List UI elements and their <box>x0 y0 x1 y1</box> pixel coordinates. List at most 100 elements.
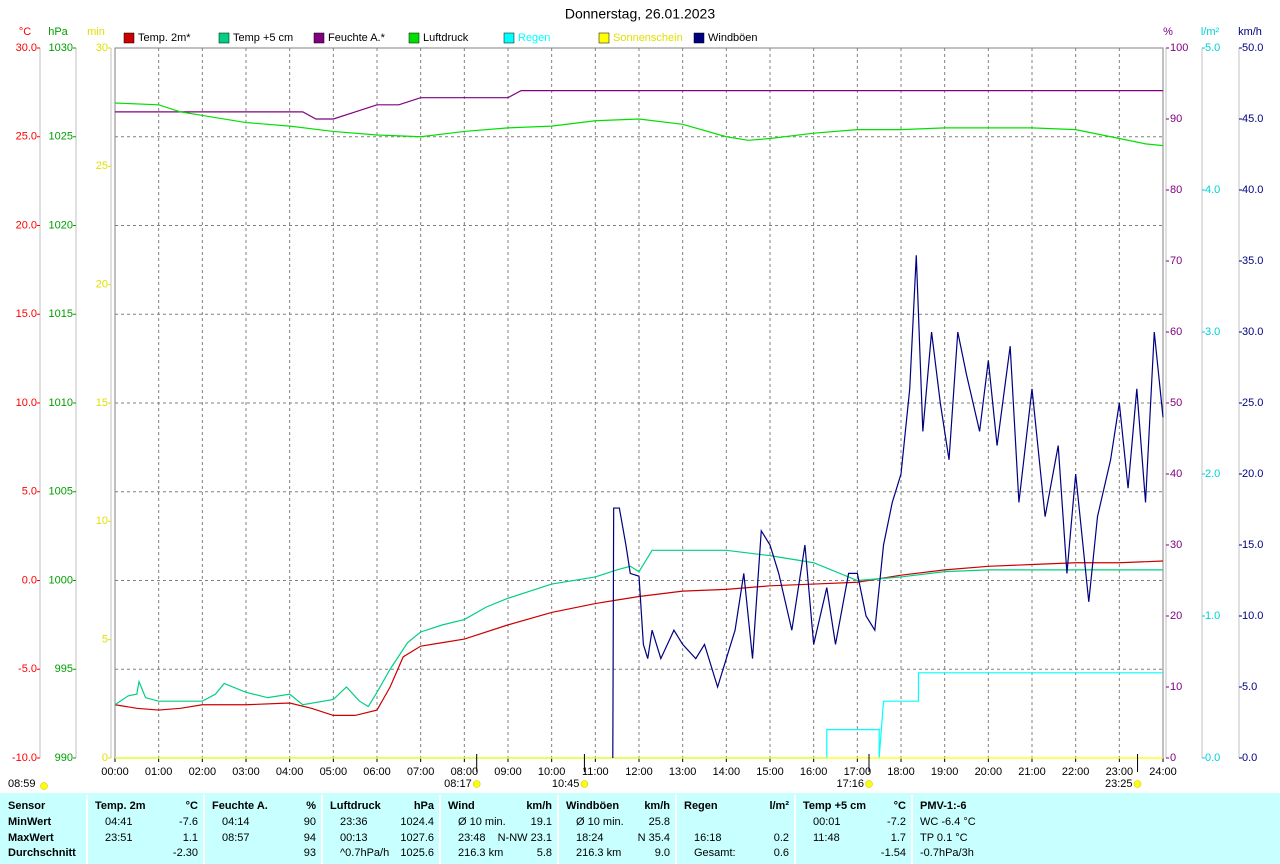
legend-swatch <box>123 32 135 44</box>
cell-text: 23:36 <box>340 816 368 828</box>
x-tick-label: 09:00 <box>494 766 522 778</box>
series-line <box>612 255 1164 759</box>
y-tick-label: 90 <box>1170 113 1182 125</box>
cell-value: 1025.6 <box>400 847 434 859</box>
legend-swatch <box>218 32 230 44</box>
y-tick-label: 0.0 <box>1205 752 1220 764</box>
x-tick-label: 15:00 <box>756 766 784 778</box>
cell-text: 216.3 km <box>458 847 503 859</box>
legend-label: Luftdruck <box>423 32 469 44</box>
cell-value: N-NW 23.1 <box>498 832 552 844</box>
x-tick-label: 18:00 <box>887 766 915 778</box>
cell-value: 0.2 <box>774 832 789 844</box>
plot: 00:00 01:00 02:00 03:00 04:00 05:00 06:00 07:00… <box>8 26 1263 790</box>
x-tick-label: 16:00 <box>800 766 828 778</box>
legend-swatch <box>693 32 705 44</box>
cell-text: 16:18 <box>694 832 722 844</box>
y-axis-label: % <box>1163 26 1173 38</box>
cell-value: -7.6 <box>179 816 198 828</box>
y-tick-label: 20 <box>1170 610 1182 622</box>
column-header: Wind <box>448 800 475 812</box>
y-tick-label: 10.0 <box>1242 610 1263 622</box>
x-tick-label: 20:00 <box>975 766 1003 778</box>
x-tick-label: 05:00 <box>320 766 348 778</box>
cell-text: 04:14 <box>222 816 250 828</box>
x-tick-label: 07:00 <box>407 766 435 778</box>
column-header: Temp +5 cm <box>803 800 866 812</box>
cell-value: -2.30 <box>173 847 198 859</box>
cell-text: Ø 10 min. <box>458 816 506 828</box>
column-header: Windböen <box>566 800 619 812</box>
summary-table-bg <box>0 793 1280 864</box>
column-header: Sensor <box>8 800 46 812</box>
x-tick-label: 23:00 <box>1106 766 1134 778</box>
x-tick-label: 02:00 <box>189 766 217 778</box>
y-tick-label: 1010 <box>49 397 73 409</box>
cell-value: 93 <box>304 847 316 859</box>
x-tick-label: 22:00 <box>1062 766 1090 778</box>
x-tick-label: 13:00 <box>669 766 697 778</box>
y-tick-label: 30 <box>96 42 108 54</box>
y-tick-label: 15.0 <box>16 308 37 320</box>
legend-label: Temp. 2m* <box>138 32 191 44</box>
cell-value: 94 <box>304 832 316 844</box>
y-tick-label: 30 <box>1170 539 1182 551</box>
cell-text: -0.7hPa/3h <box>920 847 974 859</box>
annotation-sun <box>472 780 481 788</box>
cell-text: 18:24 <box>576 832 604 844</box>
y-axis-label: °C <box>19 26 31 38</box>
y-tick-label: 990 <box>55 752 73 764</box>
x-tick-label: 10:00 <box>538 766 566 778</box>
x-tick-label: 24:00 <box>1149 766 1177 778</box>
y-tick-label: 100 <box>1170 42 1188 54</box>
y-tick-label: 5.0 <box>22 486 37 498</box>
x-tick-label: 12:00 <box>625 766 653 778</box>
chart-title: Donnerstag, 26.01.2023 <box>565 6 715 22</box>
y-tick-label: 0 <box>102 752 108 764</box>
y-tick-label: 25 <box>96 160 108 172</box>
x-tick-label: 08:00 <box>451 766 479 778</box>
y-tick-label: 20 <box>96 279 108 291</box>
x-tick-label: 14:00 <box>713 766 741 778</box>
cell-value: 1.7 <box>891 832 906 844</box>
cell-text: TP 0.1 °C <box>920 832 968 844</box>
y-axis-label: km/h <box>1238 26 1262 38</box>
y-axis-label: min <box>87 26 105 38</box>
legend-label: Feuchte A.* <box>328 32 386 44</box>
y-tick-label: 4.0 <box>1205 184 1220 196</box>
y-tick-label: -10.0 <box>12 752 37 764</box>
y-axis-label: l/m² <box>1201 26 1220 38</box>
legend-swatch <box>598 32 610 44</box>
y-tick-label: 0 <box>1170 752 1176 764</box>
x-tick-label: 01:00 <box>145 766 173 778</box>
cell-text: Gesamt: <box>694 847 736 859</box>
annotation-label: 17:16 <box>836 778 864 790</box>
annotation-sun <box>580 780 589 788</box>
annotation-label: 23:25 <box>1105 778 1133 790</box>
x-tick-label: 06:00 <box>363 766 391 778</box>
x-tick-label: 04:00 <box>276 766 304 778</box>
cell-value: 5.8 <box>537 847 552 859</box>
legend-label: Windböen <box>708 32 758 44</box>
cell-text: 23:48 <box>458 832 486 844</box>
cell-value: 0.6 <box>774 847 789 859</box>
legend-swatch <box>313 32 325 44</box>
cell-text: 00:01 <box>813 816 841 828</box>
column-header: Temp. 2m <box>95 800 146 812</box>
y-tick-label: 2.0 <box>1205 468 1220 480</box>
cell-value: 1027.6 <box>400 832 434 844</box>
cell-value: -1.54 <box>881 847 906 859</box>
y-tick-label: 5 <box>102 634 108 646</box>
y-tick-label: 30.0 <box>1242 326 1263 338</box>
column-unit: km/h <box>644 800 670 812</box>
y-tick-label: 25.0 <box>1242 397 1263 409</box>
legend-label: Regen <box>518 32 550 44</box>
cell-text: 11:48 <box>813 832 840 844</box>
annotation-sun <box>865 780 873 788</box>
cell-value: 19.1 <box>531 816 552 828</box>
y-tick-label: 5.0 <box>1205 42 1220 54</box>
sunshine-duration: 08:59 <box>8 778 36 790</box>
cell-value: 1024.4 <box>400 816 434 828</box>
row-label: MinWert <box>8 816 52 828</box>
